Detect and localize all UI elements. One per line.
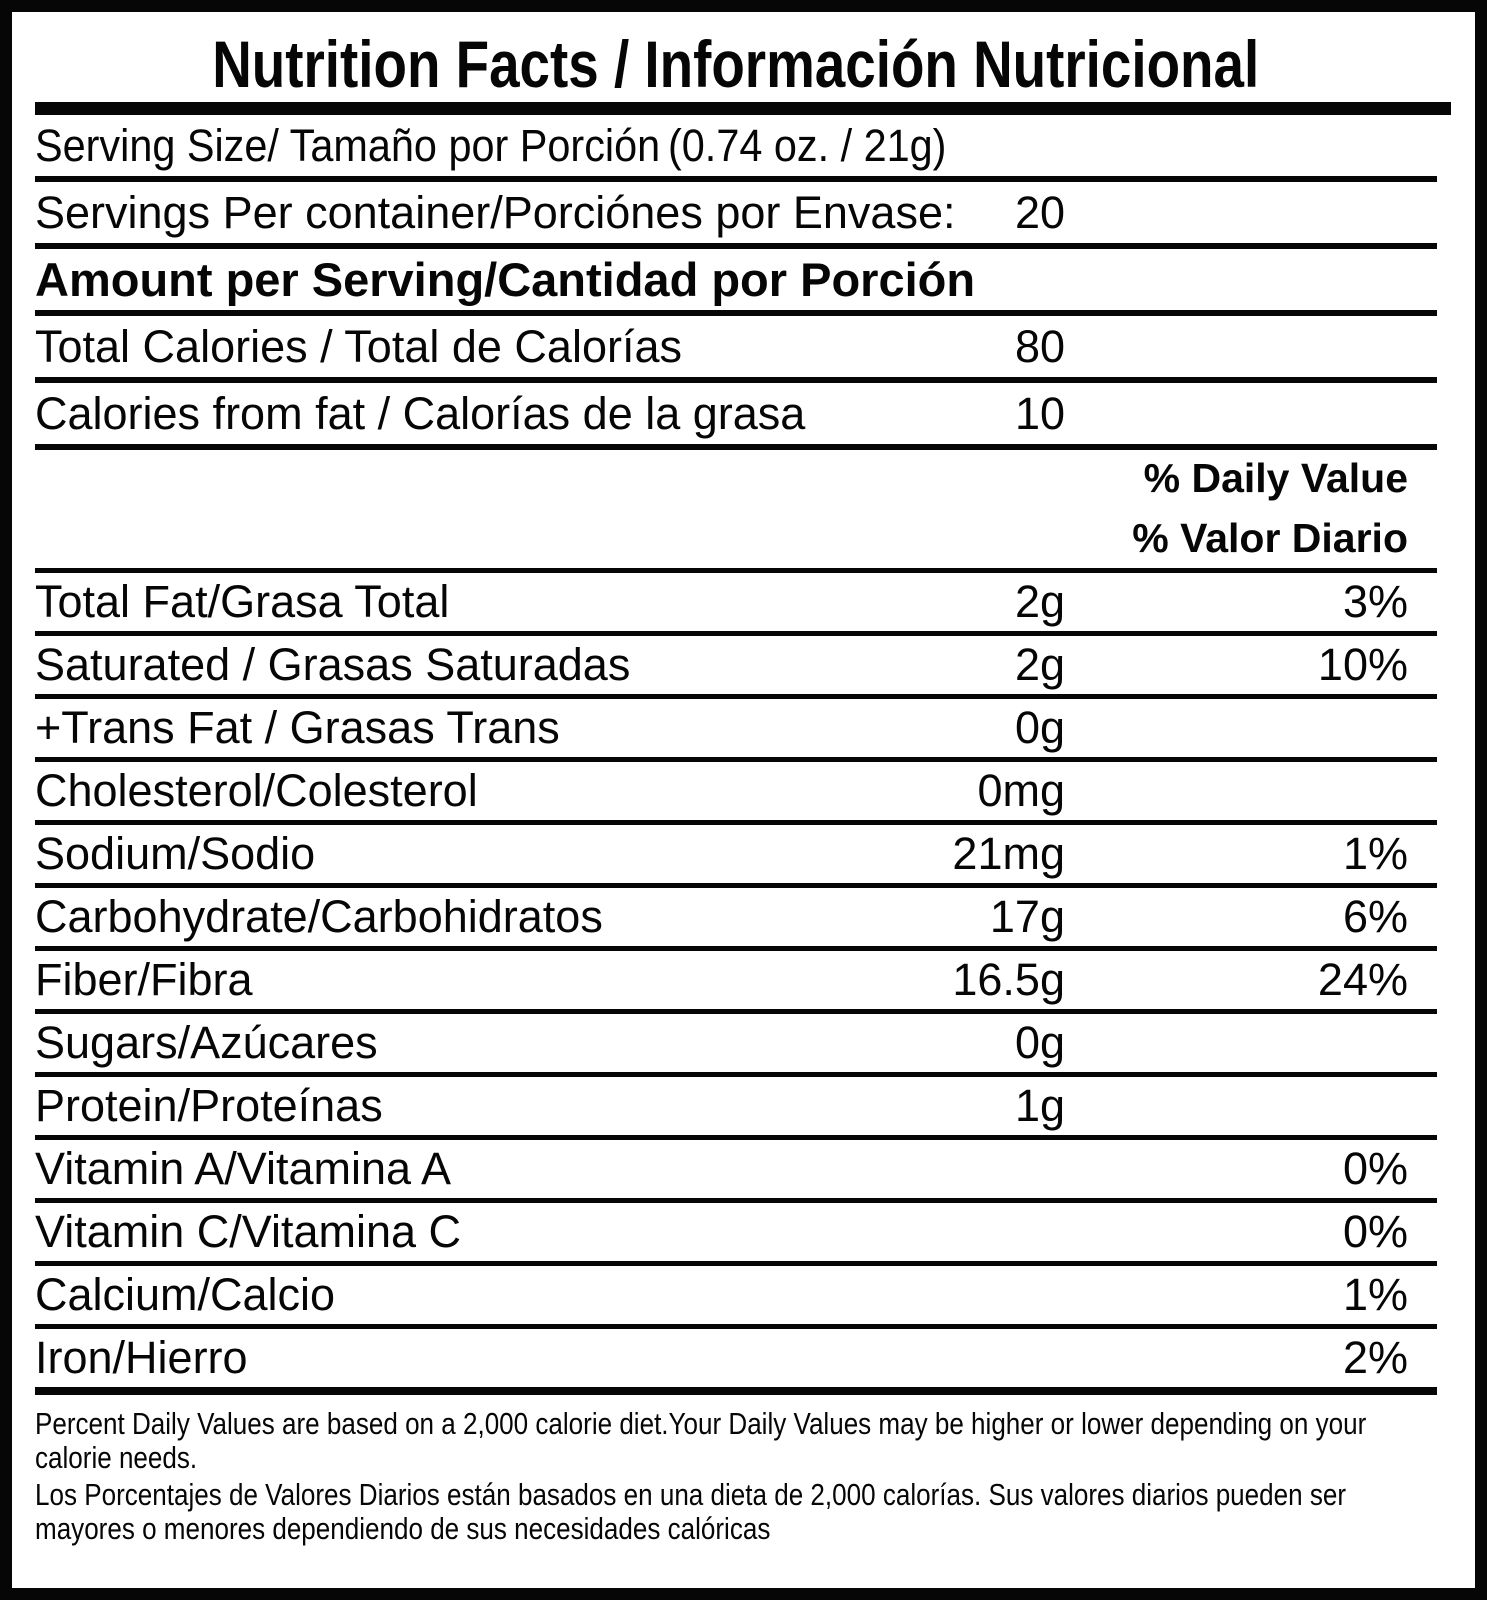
footnote-english: Percent Daily Values are based on a 2,00… [35,1406,1367,1475]
nutrient-row-protein: Protein/Proteínas 1g [35,1077,1437,1140]
serving-size-row: Serving Size/ Tamaño por Porción (0.74 o… [35,115,1437,182]
daily-value-header: % Daily Value % Valor Diario [35,450,1437,573]
nutrient-amount: 17g [989,891,1065,942]
nutrient-label: Sugars/Azúcares [35,1017,378,1068]
nutrient-row-calcium: Calcium/Calcio 1% [35,1266,1437,1329]
nutrient-percent: 1% [1342,828,1408,879]
label-title: Nutrition Facts / Información Nutriciona… [35,26,1437,102]
nutrient-label: Vitamin C/Vitamina C [35,1206,462,1257]
nutrient-percent [35,1014,1408,1072]
nutrient-row-saturated-fat: Saturated / Grasas Saturadas 2g 10% [35,636,1437,699]
nutrient-row-total-fat: Total Fat/Grasa Total 2g 3% [35,573,1437,636]
nutrient-row-sodium: Sodium/Sodio 21mg 1% [35,825,1437,888]
footnotes: Percent Daily Values are based on a 2,00… [35,1395,1437,1546]
nutrient-percent: 2% [1342,1332,1408,1383]
nutrient-amount: 21mg [952,828,1065,879]
title-divider-bar [35,102,1451,115]
servings-per-container-value: 20 [1014,186,1065,238]
servings-per-container-row: Servings Per container/Porciónes por Env… [35,182,1437,249]
nutrient-amount: 2g [1014,639,1065,690]
calories-from-fat-value: 10 [1014,387,1065,439]
calories-from-fat-row: Calories from fat / Calorías de la grasa… [35,383,1437,450]
nutrient-percent [35,762,1408,820]
serving-size-value: (0.74 oz. / 21g) [668,119,947,171]
nutrient-label: +Trans Fat / Grasas Trans [35,702,560,753]
serving-size-label: Serving Size/ Tamaño por Porción [35,119,661,171]
nutrient-row-cholesterol: Cholesterol/Colesterol 0mg [35,762,1437,825]
nutrient-percent: 6% [1342,891,1408,942]
calories-from-fat-label: Calories from fat / Calorías de la grasa [35,387,806,439]
nutrient-percent: 10% [1317,639,1408,690]
nutrient-label: Vitamin A/Vitamina A [35,1143,452,1194]
nutrient-amount: 0mg [977,765,1065,816]
nutrient-label: Sodium/Sodio [35,828,316,879]
nutrient-row-sugars: Sugars/Azúcares 0g [35,1014,1437,1077]
nutrient-percent [35,1077,1408,1135]
nutrient-label: Total Fat/Grasa Total [35,576,450,627]
label-title-text: Nutrition Facts / Información Nutriciona… [212,27,1260,101]
nutrient-label: Carbohydrate/Carbohidratos [35,891,603,942]
nutrient-label: Fiber/Fibra [35,954,253,1005]
nutrient-row-iron: Iron/Hierro 2% [35,1329,1437,1387]
nutrient-label: Cholesterol/Colesterol [35,765,478,816]
daily-value-header-en: % Daily Value [1143,455,1408,501]
nutrient-label: Protein/Proteínas [35,1080,383,1131]
nutrient-row-fiber: Fiber/Fibra 16.5g 24% [35,951,1437,1014]
nutrient-amount: 16.5g [952,954,1065,1005]
nutrient-row-vitamin-c: Vitamin C/Vitamina C 0% [35,1203,1437,1266]
nutrient-row-carbohydrate: Carbohydrate/Carbohidratos 17g 6% [35,888,1437,951]
amount-per-serving-header-row: Amount per Serving/Cantidad por Porción [35,249,1437,316]
footnote-spanish: Los Porcentajes de Valores Diarios están… [35,1477,1347,1546]
total-calories-label: Total Calories / Total de Calorías [35,320,682,372]
amount-per-serving-header: Amount per Serving/Cantidad por Porción [35,253,976,306]
nutrient-label: Saturated / Grasas Saturadas [35,639,631,690]
nutrient-row-vitamin-a: Vitamin A/Vitamina A 0% [35,1140,1437,1203]
nutrient-percent: 1% [1342,1269,1408,1320]
nutrient-percent: 24% [1317,954,1408,1005]
servings-per-container-label: Servings Per container/Porciónes por Env… [35,186,956,238]
nutrient-label: Iron/Hierro [35,1332,248,1383]
nutrient-percent: 0% [1342,1206,1408,1257]
footer-divider-bar [35,1387,1437,1395]
nutrient-label: Calcium/Calcio [35,1269,336,1320]
total-calories-row: Total Calories / Total de Calorías 80 [35,316,1437,383]
nutrient-percent [35,699,1408,757]
nutrient-amount: 2g [1014,576,1065,627]
nutrient-percent: 0% [1342,1143,1408,1194]
nutrient-amount: 0g [1014,1017,1065,1068]
nutrient-amount: 1g [1014,1080,1065,1131]
nutrient-percent: 3% [1342,576,1408,627]
nutrient-row-trans-fat: +Trans Fat / Grasas Trans 0g [35,699,1437,762]
total-calories-value: 80 [1014,320,1065,372]
daily-value-header-es: % Valor Diario [1132,515,1408,561]
nutrient-amount: 0g [1014,702,1065,753]
